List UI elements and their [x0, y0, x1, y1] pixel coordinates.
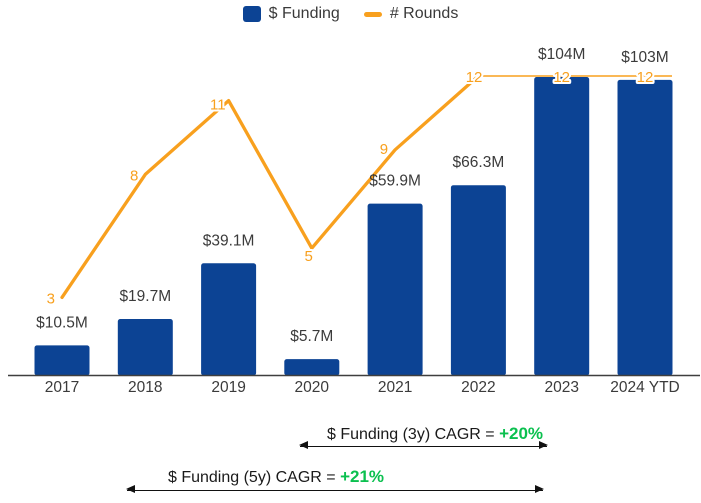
rounds-line [60, 74, 481, 300]
rounds-point-label-2018: 8 [130, 167, 138, 184]
bar-value-label-2023: $104M [538, 46, 585, 63]
cagr-3y-value: +20% [499, 424, 544, 443]
bar-value-label-2018: $19.7M [119, 288, 171, 305]
bar-value-label-2017: $10.5M [36, 314, 88, 331]
legend-rounds-label: # Rounds [389, 5, 459, 22]
x-axis-label-2019: 2019 [211, 379, 245, 396]
rounds-line-swatch-icon [363, 11, 382, 17]
x-axis-label-2024 YTD: 2024 YTD [610, 379, 680, 396]
bar-value-label-2022: $66.3M [453, 154, 505, 171]
bar-2024 YTD [617, 79, 673, 376]
bar-value-label-2021: $59.9M [369, 173, 421, 190]
x-axis-label-2018: 2018 [128, 379, 162, 396]
bar-2020 [284, 359, 340, 376]
legend-item-rounds: # Rounds [363, 5, 459, 23]
cagr-5y-annotation: $ Funding (5y) CAGR = +21% [168, 467, 384, 487]
legend-item-funding: $ Funding [242, 5, 340, 23]
bar-2023 [534, 77, 590, 376]
rounds-point-label-2019: 11 [210, 97, 226, 114]
bar-2017 [34, 345, 90, 376]
x-axis-label-2017: 2017 [45, 379, 79, 396]
rounds-point-label-2021: 9 [380, 141, 388, 158]
legend-funding-label: $ Funding [268, 5, 340, 22]
bar-value-label-2020: $5.7M [290, 328, 333, 345]
chart-plot-area: 3 8 11 5 9 12 12 12 2017 2018 2019 2020 2021 2022 2023… [8, 46, 700, 396]
rounds-point-label-2017: 3 [47, 290, 55, 307]
x-axis-label-2020: 2020 [295, 379, 330, 396]
x-axis-label-2021: 2021 [378, 379, 412, 396]
cagr-3y-span-arrow [299, 441, 548, 450]
bar-2022 [450, 185, 506, 376]
rounds-point-label-2020: 5 [304, 248, 312, 265]
cagr-5y-label: $ Funding (5y) CAGR = [167, 469, 341, 486]
chart-legend: $ Funding # Rounds [0, 5, 701, 23]
bar-value-label-2024 YTD: $103M [621, 49, 668, 66]
bar-2018 [117, 319, 173, 376]
rounds-point-label-2022: 12 [466, 69, 483, 86]
rounds-point-label-2023: 12 [553, 69, 570, 86]
x-axis-label-2022: 2022 [461, 379, 495, 396]
x-axis-label-2023: 2023 [544, 379, 578, 396]
bar-value-label-2019: $39.1M [203, 232, 255, 249]
bar-2019 [201, 263, 257, 376]
cagr-3y-label: $ Funding (3y) CAGR = [326, 426, 500, 443]
cagr-5y-value: +21% [340, 467, 385, 486]
bar-2021 [367, 203, 423, 376]
funding-bar-swatch-icon [242, 6, 261, 22]
cagr-5y-span-arrow [126, 485, 544, 494]
cagr-3y-annotation: $ Funding (3y) CAGR = +20% [327, 424, 543, 444]
rounds-point-label-2024 YTD: 12 [637, 69, 654, 86]
